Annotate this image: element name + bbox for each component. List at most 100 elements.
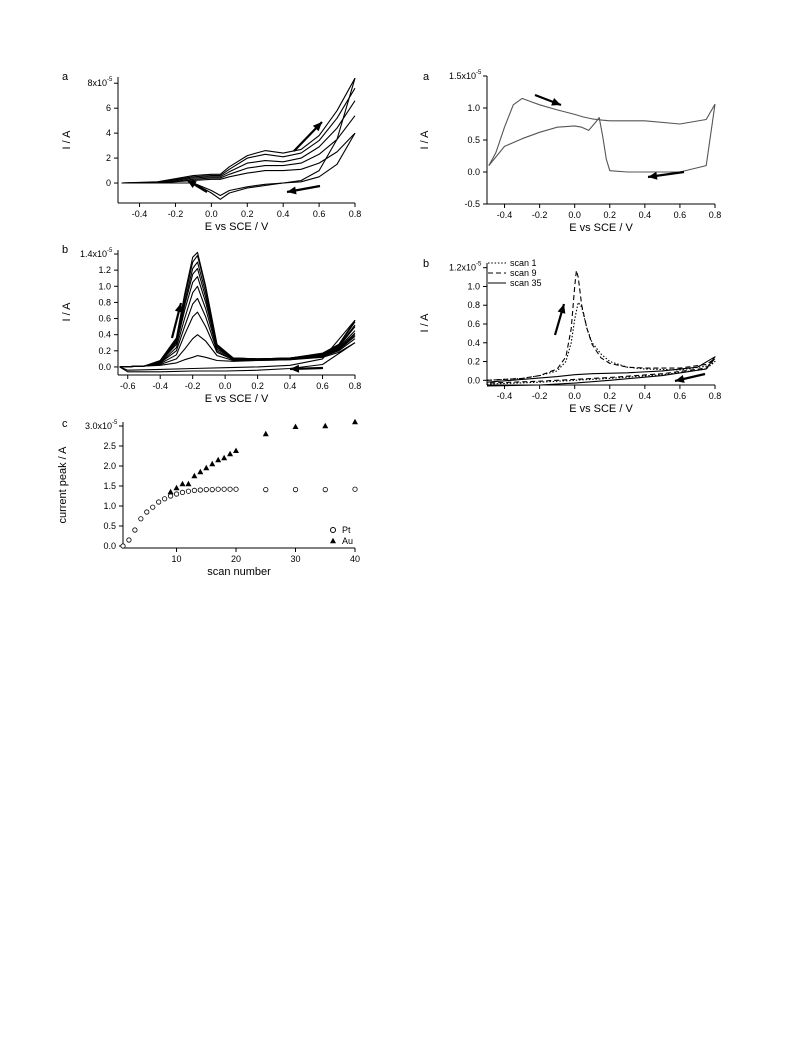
y-tick-label: 0.0	[98, 362, 111, 372]
x-tick-label: 0.0	[219, 381, 232, 391]
x-tick-label: 20	[231, 554, 241, 564]
legend-label: scan 1	[510, 258, 537, 268]
chart-left-a: -0.4 -0.2 0.0 0.2 0.4 0.6 0.8 0 2 4 6 8x10 -5 E vs SC…	[61, 71, 361, 233]
x-tick-label: -0.4	[152, 381, 168, 391]
data-point-pt	[167, 493, 174, 499]
y-tick-label: 0.0	[467, 375, 480, 385]
data-point-au	[215, 456, 222, 463]
y-tick-label: 1.0	[98, 281, 111, 291]
y-tick-label: 0.6	[467, 319, 480, 329]
y-tick-label: 0.0	[103, 541, 116, 551]
data-point-pt	[144, 509, 150, 515]
x-tick-label: -0.4	[132, 209, 148, 219]
y-tick-label: 0	[106, 178, 111, 188]
x-axis-label: E vs SCE / V	[205, 393, 269, 405]
data-point-pt	[132, 527, 138, 533]
y-axis-label: I / A	[419, 313, 431, 333]
x-tick-label: 0.6	[674, 391, 687, 401]
data-point-au	[352, 418, 358, 425]
series-line	[119, 267, 356, 368]
y-tick-label: 0.8	[98, 297, 111, 307]
x-tick-label: 0.2	[241, 209, 254, 219]
series-line	[486, 356, 716, 387]
legend-label: scan 9	[510, 268, 537, 278]
legend-marker-au	[330, 537, 336, 544]
y-tick-label: 2	[106, 153, 111, 163]
data-point-au	[209, 460, 216, 467]
x-tick-label: 0.2	[604, 391, 617, 401]
x-tick-label: 0.4	[284, 381, 297, 391]
x-tick-label: 0.4	[639, 210, 652, 220]
arrow-up-right-a-head	[312, 122, 322, 132]
data-point-pt	[173, 491, 180, 497]
data-point-pt	[162, 496, 168, 502]
series-line	[121, 100, 356, 184]
data-point-pt	[203, 486, 209, 493]
chart-left-c: 10 20 30 40 0.0 0.5 1.0 1.5 2.0 2.5 3.0x10 -5 scan n…	[57, 418, 360, 578]
x-tick-label: 30	[291, 554, 301, 564]
y-tick-label: 0.4	[467, 338, 480, 348]
y-tick-exponent: -5	[476, 262, 482, 268]
data-point-au	[197, 468, 204, 475]
data-point-au	[227, 450, 234, 457]
data-point-au	[203, 464, 210, 471]
y-tick-label: 2.0	[103, 461, 116, 471]
x-tick-label: -0.2	[185, 381, 201, 391]
arrow-left-ra-head	[648, 171, 658, 180]
panel-label: c	[62, 418, 68, 430]
x-tick-label: -0.4	[497, 391, 513, 401]
x-tick-label: 0.8	[709, 391, 722, 401]
series-line	[121, 132, 356, 184]
y-tick-label: 1.2x10	[449, 263, 476, 273]
y-tick-label: 0.6	[98, 314, 111, 324]
data-point-pt	[233, 486, 239, 492]
series-line	[488, 97, 716, 166]
data-point-au	[179, 480, 186, 487]
panel-label: b	[423, 258, 429, 270]
y-tick-label: 0.0	[467, 167, 480, 177]
y-tick-label: 8x10	[87, 78, 107, 88]
y-tick-label: 1.5	[103, 481, 116, 491]
data-point-au	[233, 447, 240, 453]
x-tick-label: 0.0	[205, 209, 218, 219]
data-point-pt	[120, 543, 126, 549]
data-point-au	[167, 488, 174, 495]
legend-label: scan 35	[510, 278, 542, 288]
x-tick-label: 0.2	[251, 381, 264, 391]
data-point-au	[185, 480, 192, 487]
legend-label: Pt	[342, 525, 351, 535]
arrow-right-ra-head	[551, 98, 561, 106]
data-point-au	[322, 422, 329, 429]
data-point-au	[262, 430, 269, 437]
x-tick-label: 40	[350, 554, 360, 564]
series-line	[486, 301, 716, 385]
y-tick-label: 2.5	[103, 441, 116, 451]
x-tick-label: 0.0	[568, 391, 581, 401]
y-tick-label: 1.4x10	[80, 249, 107, 259]
y-tick-label: 0.2	[467, 357, 480, 367]
x-tick-label: 10	[172, 554, 182, 564]
y-axis-label: I / A	[61, 130, 73, 150]
data-point-pt	[221, 486, 227, 492]
series-line	[119, 342, 356, 373]
data-point-pt	[185, 488, 192, 494]
series-line	[119, 319, 356, 371]
y-axis-label: I / A	[419, 130, 431, 150]
panel-label: b	[62, 244, 68, 256]
chart-right-b: -0.4 -0.2 0.0 0.2 0.4 0.6 0.8 0.0 0.2 0.4 0.6 0.8 1.…	[419, 258, 721, 415]
x-tick-label: 0.6	[313, 209, 326, 219]
series-line	[121, 77, 356, 184]
x-tick-label: 0.0	[568, 210, 581, 220]
arrow-left-lower-a-head	[287, 186, 297, 195]
x-tick-label: 0.4	[639, 391, 652, 401]
y-tick-exponent: -5	[107, 77, 113, 83]
series-line	[488, 104, 716, 173]
data-point-pt	[322, 486, 328, 493]
y-axis-label: current peak / A	[57, 446, 69, 524]
series-line	[486, 269, 716, 384]
data-point-pt	[209, 486, 215, 493]
x-tick-label: 0.6	[316, 381, 329, 391]
x-axis-label: E vs SCE / V	[569, 222, 633, 234]
y-tick-label: 4	[106, 128, 111, 138]
